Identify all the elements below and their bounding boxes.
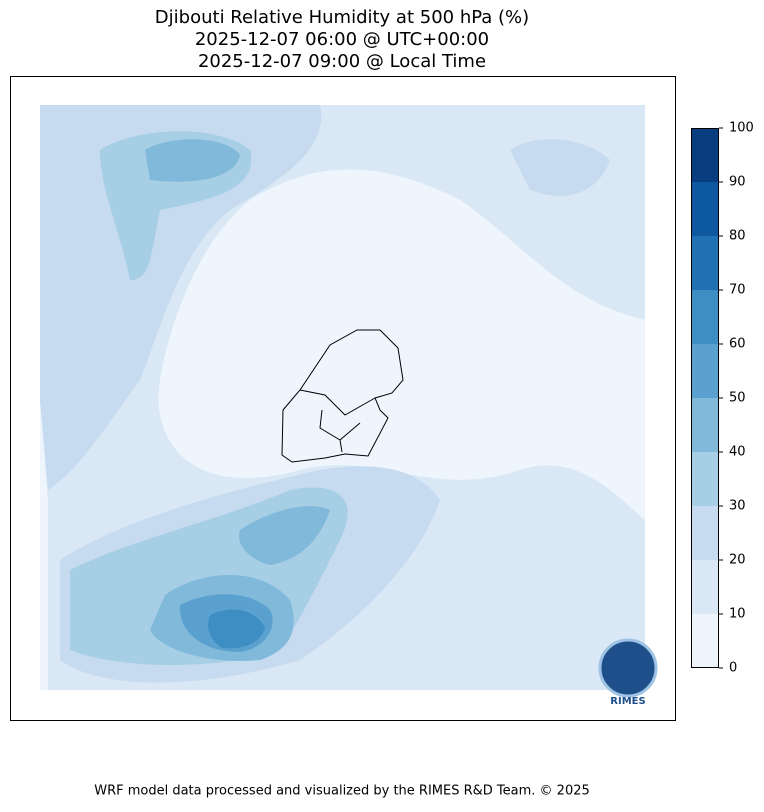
colorbar-segment (691, 236, 719, 290)
humidity-area (239, 506, 330, 565)
map: RIMES (40, 105, 658, 707)
colorbar-tick-label: 20 (729, 553, 746, 568)
title-line: 2025-12-07 06:00 @ UTC+00:00 (195, 29, 489, 50)
colorbar-tick-label: 10 (729, 607, 746, 622)
colorbar-tick-label: 70 (729, 283, 746, 298)
colorbar-tick-label: 30 (729, 499, 746, 514)
colorbar-segment (691, 398, 719, 452)
colorbar-tick-label: 100 (729, 121, 754, 136)
humidity-area (208, 609, 265, 649)
title-line: 2025-12-07 09:00 @ Local Time (198, 51, 486, 72)
colorbar-tick-label: 80 (729, 229, 746, 244)
country-border (281, 329, 404, 463)
colorbar-segment (691, 344, 719, 398)
humidity-area (145, 139, 240, 182)
colorbar-segment (691, 128, 719, 182)
colorbar-segment (691, 560, 719, 614)
logo (598, 638, 658, 698)
colorbar-segment (691, 506, 719, 560)
colorbar-tick-label: 60 (729, 337, 746, 352)
colorbar-frame (691, 128, 719, 668)
colorbar-segment (691, 614, 719, 668)
colorbar-segment (691, 182, 719, 236)
colorbar-tick-label: 90 (729, 175, 746, 190)
colorbar: 0 10 20 30 40 50 60 70 80 90 100 (691, 121, 754, 676)
colorbar-tick-label: 40 (729, 445, 746, 460)
colorbar-tick-label: 50 (729, 391, 746, 406)
title-line: Djibouti Relative Humidity at 500 hPa (%… (155, 7, 529, 28)
logo-text: RIMES (610, 696, 645, 707)
colorbar-segment (691, 452, 719, 506)
footer: WRF model data processed and visualized … (94, 784, 590, 799)
map-frame (10, 76, 676, 721)
colorbar-segment (691, 290, 719, 344)
humidity-area (510, 139, 610, 196)
colorbar-tick-label: 0 (729, 661, 737, 676)
